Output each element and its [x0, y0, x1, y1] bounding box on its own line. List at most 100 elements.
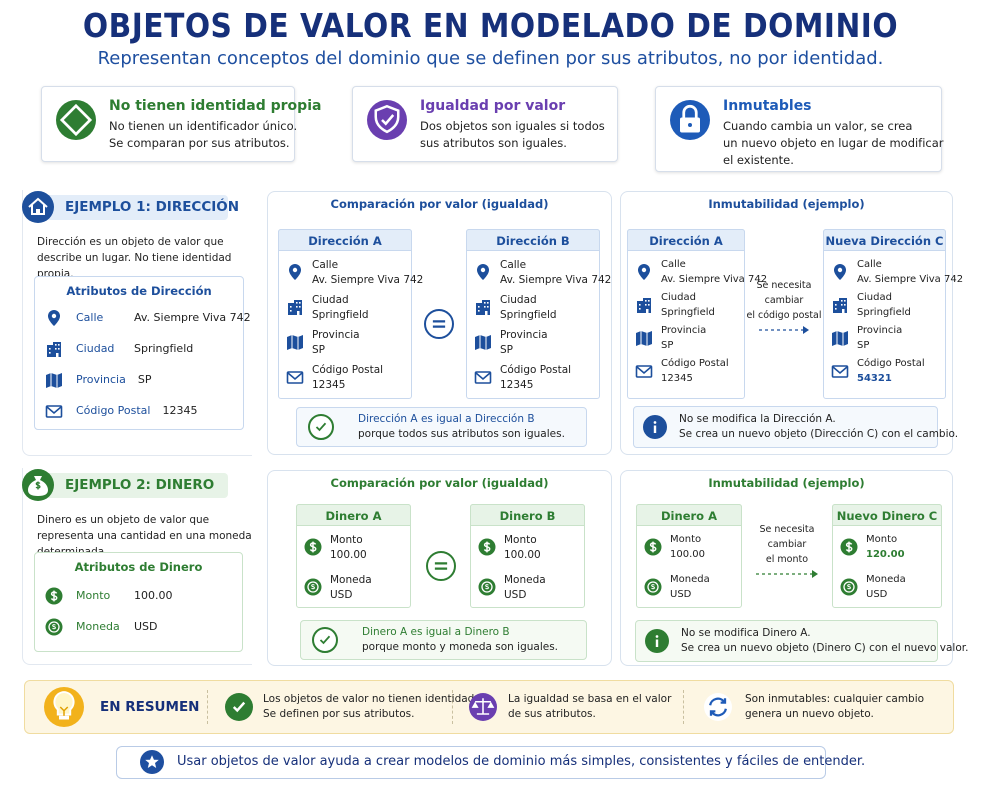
example-badge: EJEMPLO 2: DINERO — [45, 473, 228, 498]
object-name: Dinero B — [470, 504, 585, 526]
summary-label: EN RESUMEN — [100, 699, 200, 715]
attribute-row: Monto 100.00 — [76, 589, 173, 602]
summary-text: Son inmutables: cualquier cambio — [745, 693, 925, 705]
icon-map — [46, 373, 62, 388]
field-label: Ciudad — [661, 292, 696, 303]
result-text: porque todos sus atributos son iguales. — [358, 428, 565, 440]
field-label: Código Postal — [312, 364, 384, 376]
attribute-row: Calle Av. Siempre Viva 742 — [76, 311, 251, 324]
field-label: Monto — [670, 534, 702, 545]
note-text: Se crea un nuevo objeto (Dirección C) co… — [679, 428, 959, 440]
example-badge: EJEMPLO 1: DIRECCIÓN — [45, 195, 239, 220]
feature-text: un nuevo objeto en lugar de modificar — [723, 136, 944, 150]
field-value: 100.00 — [330, 549, 367, 561]
object-name: Dinero A — [636, 504, 742, 526]
icon-coin — [644, 578, 662, 596]
feature-title: No tienen identidad propia — [109, 98, 322, 114]
field-value: Springfield — [661, 307, 715, 318]
field-value: Av. Siempre Viva 742 — [857, 274, 964, 285]
icon-check — [225, 693, 253, 721]
attribute-label: Ciudad — [76, 342, 115, 355]
field-value: Av. Siempre Viva 742 — [500, 274, 612, 286]
attribute-label: Monto — [76, 589, 111, 602]
separator — [452, 690, 453, 724]
field-value: USD — [504, 589, 527, 601]
field-label: Monto — [330, 534, 363, 546]
field-label: Calle — [500, 259, 527, 271]
note-text: No se modifica la Dirección A. — [679, 413, 836, 425]
icon-checkO — [312, 627, 338, 653]
field-value: 54321 — [857, 373, 892, 384]
field-label: Ciudad — [857, 292, 892, 303]
attribute-label: Provincia — [76, 373, 126, 386]
field-label: Código Postal — [661, 358, 729, 369]
field-value: Springfield — [857, 307, 911, 318]
icon-bldg — [47, 342, 61, 357]
arrow-label: el monto — [765, 554, 809, 565]
field-value: Springfield — [312, 309, 369, 321]
attribute-row: Provincia SP — [76, 373, 151, 386]
icon-diamond — [56, 100, 96, 140]
field-value: USD — [670, 589, 692, 600]
icon-scale — [469, 693, 497, 721]
example-frame — [22, 190, 252, 456]
icon-map — [475, 335, 491, 350]
feature-title: Inmutables — [723, 98, 812, 114]
icon-home — [22, 191, 54, 223]
icon-pin — [638, 264, 650, 280]
field-value: SP — [857, 340, 870, 351]
arrow — [756, 570, 818, 578]
attribute-label: Código Postal — [76, 404, 151, 417]
note-box — [635, 620, 938, 662]
feature-text: Dos objetos son iguales si todos — [420, 119, 605, 133]
field-label: Ciudad — [500, 294, 537, 306]
field-value: 100.00 — [504, 549, 541, 561]
icon-bldg — [833, 298, 847, 313]
footer-text: Usar objetos de valor ayuda a crear mode… — [177, 754, 866, 769]
icon-cycle — [704, 693, 732, 721]
field-label: Calle — [661, 259, 686, 270]
field-label: Monto — [504, 534, 537, 546]
field-value: SP — [661, 340, 674, 351]
field-label: Moneda — [504, 574, 546, 586]
field-value: Av. Siempre Viva 742 — [661, 274, 768, 285]
icon-info — [643, 415, 667, 439]
attribute-label: Moneda — [76, 620, 120, 633]
summary-text: La igualdad se basa en el valor — [508, 693, 672, 705]
field-label: Provincia — [500, 329, 548, 341]
icon-checkO — [308, 414, 334, 440]
attribute-row: Código Postal 12345 — [76, 404, 197, 417]
field-label: Ciudad — [312, 294, 349, 306]
icon-star — [140, 750, 164, 774]
result-text: Dirección A es igual a Dirección B — [358, 413, 535, 425]
arrow-label: el código postal — [746, 310, 822, 321]
feature-text: No tienen un identificador único. — [109, 119, 298, 133]
field-value: 100.00 — [670, 549, 705, 560]
result-box — [296, 407, 587, 447]
icon-mail — [474, 371, 492, 384]
field-value: 12345 — [312, 379, 346, 391]
icon-coin — [304, 578, 322, 596]
arrow-label: cambiar — [764, 295, 804, 306]
icon-bldg — [476, 300, 490, 315]
field-value: Springfield — [500, 309, 557, 321]
result-text: Dinero A es igual a Dinero B — [362, 626, 510, 638]
arrow-label: cambiar — [767, 539, 807, 550]
field-label: Provincia — [312, 329, 360, 341]
attributes-box — [34, 276, 244, 430]
icon-equal — [424, 309, 454, 339]
icon-pin — [48, 310, 60, 326]
object-name: Nueva Dirección C — [823, 229, 946, 251]
object-name: Dinero A — [296, 504, 411, 526]
icon-coin — [45, 618, 63, 636]
feature-text: sus atributos son iguales. — [420, 136, 567, 150]
icon-map — [832, 331, 848, 346]
attribute-label: Calle — [76, 311, 104, 324]
attribute-row: Ciudad Springfield — [76, 342, 193, 355]
icon-pin — [477, 264, 489, 280]
field-label: Código Postal — [500, 364, 572, 376]
field-label: Código Postal — [857, 358, 925, 369]
icon-mail — [635, 365, 653, 378]
field-value: SP — [500, 344, 513, 356]
